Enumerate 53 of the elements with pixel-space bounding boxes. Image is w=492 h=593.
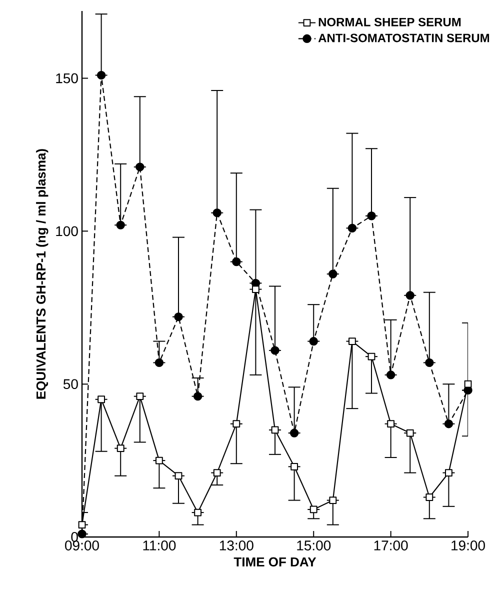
legend-label: ANTI-SOMATOSTATIN SERUM [318,34,490,42]
point [328,270,338,278]
point [368,352,376,360]
point [136,392,144,400]
point [426,494,434,501]
point [252,286,260,293]
point [309,336,318,346]
point [154,358,164,368]
y-tick-label: 50 [63,379,78,390]
point [290,462,298,470]
point [290,428,299,438]
point [444,419,454,428]
y-tick-label: 150 [56,73,78,84]
point [445,469,452,476]
point [271,426,279,434]
point [232,420,240,428]
point [116,444,124,452]
point [174,472,182,480]
y-axis-title: EQUIVALENTS GH-RP-1 (ng / ml plasma) [36,149,48,399]
point [406,291,414,300]
point [136,162,144,172]
point [464,380,472,388]
point [78,521,86,528]
point [348,338,356,345]
point [174,312,183,322]
point [193,392,202,401]
point [78,530,86,538]
x-tick-label: 19:00 [452,540,485,550]
point [213,469,221,476]
point [387,420,395,428]
point [270,346,280,355]
y-tick-label: 100 [56,226,78,236]
point [194,508,202,516]
point [232,257,241,266]
x-tick-label: 13:00 [220,540,254,550]
point [96,70,106,80]
point [329,496,337,504]
x-tick-label: 15:00 [297,540,331,550]
point [425,358,434,368]
point [406,429,414,437]
point [212,208,222,218]
legend-label: NORMAL SHEEP SERUM [318,18,461,26]
x-tick-label: 11:00 [143,540,176,550]
point [156,456,163,464]
point [116,220,125,230]
point [98,396,105,404]
point [367,212,376,220]
point [386,370,396,380]
point [310,506,318,514]
x-axis-title: TIME OF DAY [234,557,316,567]
x-tick-label: 17:00 [374,540,408,550]
point [348,224,357,232]
x-tick-label: 09:00 [65,540,99,550]
